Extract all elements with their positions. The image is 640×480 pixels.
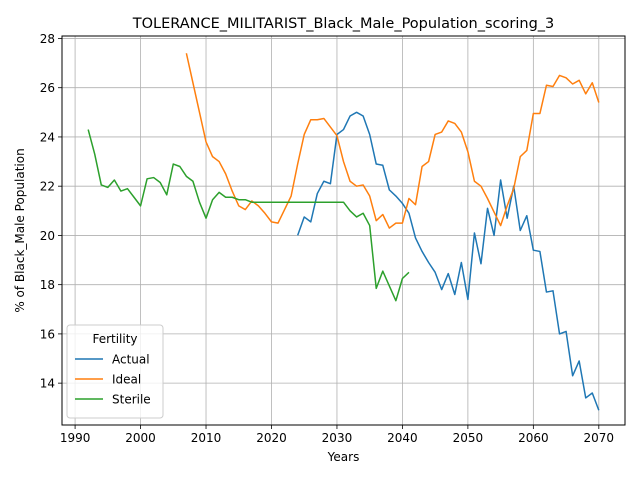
plot-frame: [61, 35, 626, 426]
y-axis-label: % of Black_Male Population: [13, 148, 27, 312]
x-axis: 1990 2000 2010 2020 2030 2040 2050 2060 2070: [60, 425, 614, 445]
x-axis-label: Years: [327, 450, 360, 464]
y-tick-label: 22: [40, 180, 55, 194]
x-tick-label: 2010: [191, 431, 222, 445]
x-tick-label: 2000: [125, 431, 156, 445]
legend-box: [66, 324, 164, 419]
chart-title: TOLERANCE_MILITARIST_Black_Male_Populati…: [132, 16, 555, 32]
legend-items: Actual Ideal Sterile: [75, 353, 151, 407]
y-tick-label: 16: [40, 327, 55, 341]
y-tick-label: 18: [40, 278, 55, 292]
y-tick-label: 24: [40, 130, 55, 144]
y-tick-label: 20: [40, 229, 55, 243]
x-tick-label: 2020: [256, 431, 287, 445]
legend-title: Fertility: [92, 332, 137, 346]
legend-label-actual: Actual: [112, 353, 150, 367]
y-tick-label: 14: [40, 377, 55, 391]
legend-label-ideal: Ideal: [112, 373, 141, 387]
y-tick-label: 26: [40, 81, 55, 95]
legend: Fertility Actual Ideal Sterile: [66, 324, 164, 419]
series-line-actual: [296, 111, 600, 411]
y-axis: 14 16 18 20 22 24 26 28: [40, 32, 62, 391]
x-tick-label: 2070: [584, 431, 615, 445]
y-tick-label: 28: [40, 32, 55, 46]
x-tick-label: 2030: [322, 431, 353, 445]
x-tick-label: 2040: [387, 431, 418, 445]
x-tick-label: 2060: [518, 431, 549, 445]
x-tick-label: 1990: [60, 431, 91, 445]
legend-label-sterile: Sterile: [112, 393, 151, 407]
series-layer: [87, 53, 600, 411]
series-line-ideal: [185, 53, 600, 229]
series-line-sterile: [87, 129, 410, 302]
x-tick-label: 2050: [453, 431, 484, 445]
